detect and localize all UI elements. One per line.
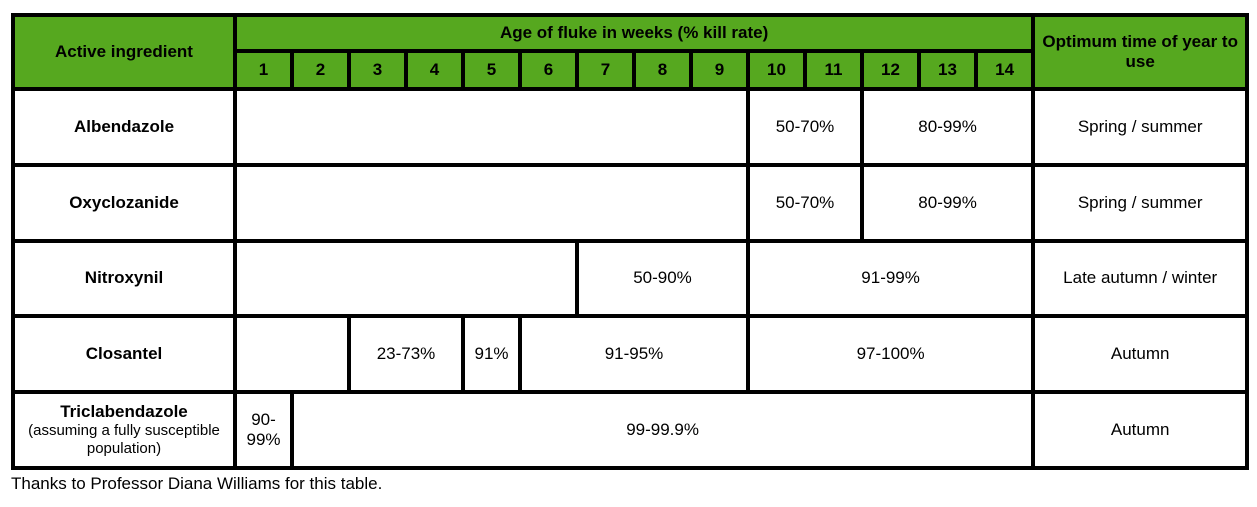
ingredient-name: Triclabendazole	[60, 402, 188, 422]
footnote: Thanks to Professor Diana Williams for t…	[11, 474, 383, 493]
ingredient-name: Oxyclozanide	[69, 192, 179, 212]
kill-rate-cell: 23-73%	[347, 314, 465, 395]
kill-rate-cell: 50-70%	[746, 87, 864, 167]
header-week-4: 4	[404, 49, 465, 91]
table-row: Nitroxynil 50-90% 91-99% Late autumn / wint…	[11, 238, 1250, 319]
ingredient-name: Nitroxynil	[84, 268, 164, 288]
header-week-9: 9	[689, 49, 750, 91]
ingredient-subtitle: (assuming a fully susceptible population…	[28, 422, 220, 458]
header-optimum-time: Optimum time of year to use	[1031, 13, 1250, 91]
header-week-11: 11	[803, 49, 864, 91]
table-row: Oxyclozanide 50-70% 80-99% Spring / summer	[11, 162, 1250, 243]
kill-rate-cell: 80-99%	[859, 162, 1036, 243]
ingredient-name: Albendazole	[73, 116, 175, 136]
header-age-of-fluke: Age of fluke in weeks (% kill rate)	[232, 13, 1036, 53]
ingredient-name-cell: Albendazole	[11, 87, 237, 167]
header-week-13: 13	[917, 49, 978, 91]
kill-rate-cell: 99-99.9%	[289, 390, 1036, 470]
kill-rate-cell: 50-70%	[746, 162, 864, 243]
ingredient-name-cell: Triclabendazole (assuming a fully suscept…	[11, 390, 237, 470]
header-week-3: 3	[347, 49, 408, 91]
header-week-2: 2	[290, 49, 351, 91]
kill-rate-cell: 91-95%	[518, 314, 750, 395]
ingredient-name-cell: Closantel	[11, 314, 237, 395]
header-week-1: 1	[233, 49, 294, 91]
table-row: Albendazole 50-70% 80-99% Spring / summer	[11, 87, 1250, 167]
kill-rate-cell: 97-100%	[745, 314, 1036, 395]
kill-rate-cell: 50-90%	[575, 238, 750, 319]
optimum-time-cell: Late autumn / winter	[1031, 238, 1250, 319]
header-week-5: 5	[461, 49, 522, 91]
kill-rate-cell: 90-99%	[233, 390, 294, 470]
header-week-10: 10	[746, 49, 807, 91]
fluke-kill-rate-table: Active ingredient Age of fluke in weeks …	[11, 13, 1250, 470]
kill-rate-empty-cell	[233, 87, 750, 167]
header-week-8: 8	[632, 49, 693, 91]
kill-rate-empty-cell	[233, 162, 750, 243]
header-week-14: 14	[973, 49, 1036, 91]
header-week-6: 6	[518, 49, 579, 91]
table-row: Triclabendazole (assuming a fully suscept…	[11, 390, 1250, 470]
kill-rate-empty-cell	[233, 314, 351, 395]
header-week-7: 7	[575, 49, 636, 91]
kill-rate-cell: 80-99%	[859, 87, 1036, 167]
table-row: Closantel 23-73% 91% 91-95% 97-100% Autumn	[11, 314, 1250, 395]
optimum-time-cell: Spring / summer	[1031, 87, 1250, 167]
ingredient-name-cell: Nitroxynil	[11, 238, 237, 319]
header-active-ingredient: Active ingredient	[11, 13, 237, 91]
kill-rate-cell: 91-99%	[745, 238, 1036, 319]
kill-rate-empty-cell	[233, 238, 579, 319]
ingredient-name: Closantel	[85, 344, 163, 364]
optimum-time-cell: Spring / summer	[1031, 162, 1250, 243]
optimum-time-cell: Autumn	[1031, 390, 1250, 470]
kill-rate-cell: 91%	[461, 314, 522, 395]
ingredient-name-cell: Oxyclozanide	[11, 162, 237, 243]
optimum-time-cell: Autumn	[1031, 314, 1250, 395]
header-week-12: 12	[860, 49, 921, 91]
